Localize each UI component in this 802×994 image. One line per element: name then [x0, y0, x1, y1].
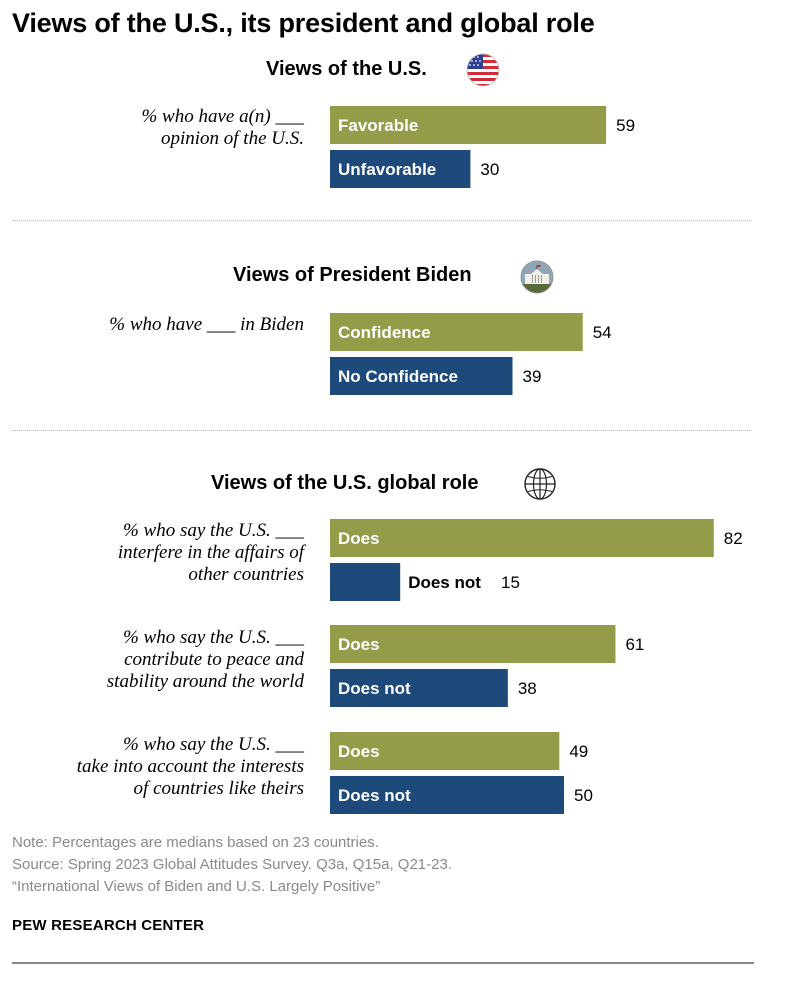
- section-divider: [12, 220, 752, 221]
- bar-does: [330, 732, 560, 770]
- bar-label: Does not: [338, 786, 411, 805]
- bar-label: Unfavorable: [338, 160, 436, 179]
- section-heading-views-of-biden: Views of President Biden: [233, 264, 472, 286]
- bar-value: 82: [724, 529, 743, 548]
- bar-label: Favorable: [338, 116, 418, 135]
- bar-value: 50: [574, 786, 593, 805]
- chart-report-title: “International Views of Biden and U.S. L…: [12, 878, 381, 895]
- question-biden-confidence: % who have ___ in Biden: [109, 314, 304, 335]
- bar-label: Confidence: [338, 323, 431, 342]
- us-flag-icon: [466, 53, 500, 87]
- bar-label: Does: [338, 742, 380, 761]
- bar-label: Does: [338, 635, 380, 654]
- bar-value: 54: [593, 323, 612, 342]
- bar-favorable: [330, 106, 607, 144]
- section-heading-global-role: Views of the U.S. global role: [211, 472, 479, 494]
- bar-does: [330, 625, 616, 663]
- bar-value: 39: [523, 367, 542, 386]
- footer-rule: [12, 962, 754, 964]
- bar-does-not: [330, 563, 401, 601]
- bar-value: 59: [616, 116, 635, 135]
- bar-value: 61: [625, 635, 644, 654]
- bar-label: Does not: [408, 573, 481, 592]
- bar-unfavorable: [330, 150, 471, 188]
- section-heading-views-of-us: Views of the U.S.: [266, 58, 427, 80]
- question-us-opinion: % who have a(n) ___ opinion of the U.S.: [141, 106, 304, 149]
- chart-source: Source: Spring 2023 Global Attitudes Sur…: [12, 856, 452, 873]
- question-us-interests: % who say the U.S. ___ take into account…: [76, 734, 304, 799]
- bar-does-not: [330, 669, 508, 707]
- question-us-interfere: % who say the U.S. ___ interfere in the …: [117, 520, 304, 585]
- question-us-peace: % who say the U.S. ___ contribute to pea…: [106, 627, 304, 692]
- pew-research-center-logo: PEW RESEARCH CENTER: [12, 917, 205, 934]
- bar-label: No Confidence: [338, 367, 458, 386]
- bar-does: [330, 519, 714, 557]
- white-house-icon: [520, 260, 554, 294]
- bar-label: Does not: [338, 679, 411, 698]
- chart-note: Note: Percentages are medians based on 2…: [12, 834, 379, 851]
- bar-confidence: [330, 313, 583, 351]
- chart-title: Views of the U.S., its president and glo…: [12, 8, 595, 38]
- bar-value: 38: [518, 679, 537, 698]
- bar-value: 49: [569, 742, 588, 761]
- bar-value: 15: [501, 573, 520, 592]
- bar-value: 30: [480, 160, 499, 179]
- bar-does-not: [330, 776, 564, 814]
- bar-no-confidence: [330, 357, 513, 395]
- bar-label: Does: [338, 529, 380, 548]
- section-divider: [12, 430, 752, 431]
- globe-icon: [524, 468, 556, 500]
